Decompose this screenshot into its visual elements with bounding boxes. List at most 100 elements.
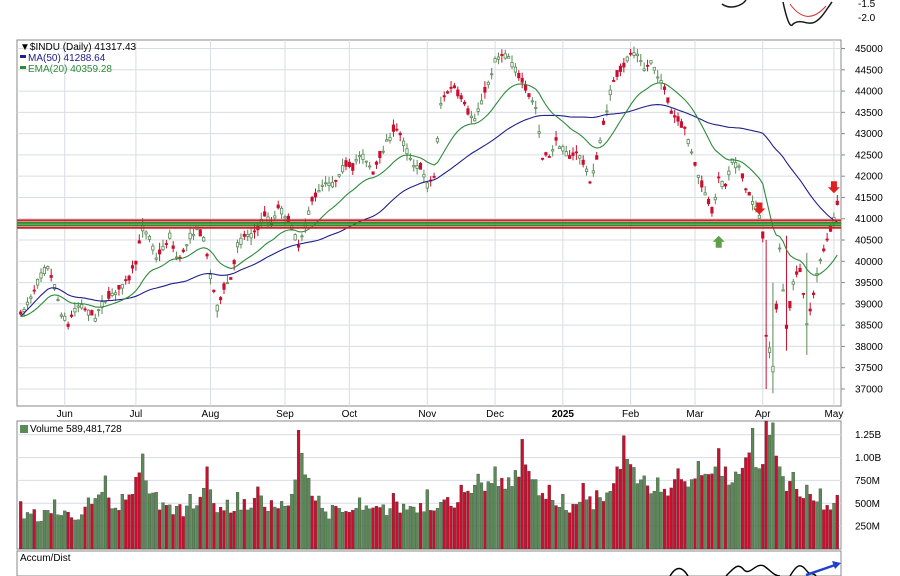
candle-body xyxy=(503,53,507,59)
candle-body xyxy=(36,278,40,286)
volume-bar xyxy=(781,476,785,550)
candle-body xyxy=(747,191,751,196)
volume-bar xyxy=(29,513,33,550)
volume-bar xyxy=(747,452,751,550)
volume-bar xyxy=(364,505,368,550)
candle-body xyxy=(717,176,721,179)
volume-bar xyxy=(815,501,819,550)
price-x-tick: May xyxy=(824,409,843,420)
candle-body xyxy=(510,62,514,68)
candle-body xyxy=(412,165,416,168)
candle-body xyxy=(629,52,633,55)
volume-bar xyxy=(22,518,26,550)
volume-bar xyxy=(629,464,633,550)
candle-body xyxy=(341,165,345,173)
candle-body xyxy=(473,118,477,122)
volume-bar xyxy=(49,513,53,550)
symbol-icon: ▼ xyxy=(20,42,30,53)
candle-body xyxy=(734,162,738,169)
candle-body xyxy=(351,163,355,171)
volume-bar xyxy=(415,512,419,550)
candle-body xyxy=(432,175,436,178)
candle-body xyxy=(788,300,792,309)
volume-bar xyxy=(734,471,738,550)
volume-bar xyxy=(595,490,599,550)
volume-bar xyxy=(500,477,504,550)
price-y-tick: 40500 xyxy=(855,236,883,247)
price-y-tick: 39500 xyxy=(855,278,883,289)
volume-bar xyxy=(273,506,277,550)
price-y-tick: 44500 xyxy=(855,65,883,76)
volume-bar xyxy=(56,514,60,550)
candle-body xyxy=(642,68,646,71)
volume-bar xyxy=(151,492,155,550)
volume-bar xyxy=(713,466,717,550)
candle-body xyxy=(656,76,660,79)
volume-bar xyxy=(296,429,301,550)
candle-body xyxy=(174,256,179,259)
volume-bar xyxy=(32,509,36,550)
candle-body xyxy=(791,281,795,285)
price-x-tick: Oct xyxy=(342,409,358,420)
candle-body xyxy=(354,159,358,162)
volume-title: Volume 589,481,728 xyxy=(30,424,122,435)
candle-body xyxy=(249,233,253,239)
volume-bar xyxy=(805,484,809,550)
volume-bar xyxy=(351,509,355,550)
volume-bar xyxy=(283,505,287,550)
volume-bar xyxy=(551,500,555,550)
candle-body xyxy=(374,161,379,165)
candle-body xyxy=(666,97,670,103)
candle-body xyxy=(59,314,63,317)
candle-body xyxy=(822,248,826,252)
volume-bar xyxy=(25,512,30,550)
volume-y-tick: 750M xyxy=(855,476,880,487)
price-y-tick: 38000 xyxy=(855,342,883,353)
top-indicator-panel: -1.5 -2.0 xyxy=(17,0,876,40)
volume-bar xyxy=(107,497,111,550)
volume-bar xyxy=(429,510,433,550)
price-y-tick: 44000 xyxy=(855,87,883,98)
volume-bar xyxy=(496,486,501,550)
volume-bar xyxy=(347,512,351,550)
volume-bar xyxy=(330,505,335,550)
candlestick-series xyxy=(19,46,839,394)
price-x-tick: Dec xyxy=(486,409,504,420)
volume-bar xyxy=(459,484,463,550)
candle-body xyxy=(46,266,50,270)
candle-body xyxy=(418,162,423,170)
sell-arrow-icon xyxy=(827,181,840,194)
volume-bar xyxy=(449,505,453,550)
volume-bar xyxy=(327,518,331,550)
candle-body xyxy=(22,308,26,313)
sell-arrow-icon xyxy=(753,202,766,215)
candle-body xyxy=(137,240,141,244)
volume-bar xyxy=(591,509,595,550)
volume-bar xyxy=(446,497,450,550)
candle-body xyxy=(527,93,531,97)
candle-body xyxy=(69,314,74,317)
candle-body xyxy=(107,290,111,299)
candle-body xyxy=(507,56,511,59)
volume-bar xyxy=(242,499,246,550)
price-x-tick: Aug xyxy=(202,409,220,420)
volume-bar xyxy=(693,478,697,550)
candle-body xyxy=(381,150,385,153)
volume-bar xyxy=(527,471,531,550)
volume-bar xyxy=(113,507,118,550)
candle-body xyxy=(113,292,118,296)
volume-bar xyxy=(757,468,761,550)
candle-body xyxy=(334,179,338,182)
price-x-tick: Jul xyxy=(130,409,143,420)
candle-body xyxy=(229,277,233,280)
candle-body xyxy=(32,289,36,292)
volume-bar xyxy=(608,491,612,550)
volume-bar xyxy=(90,503,94,550)
candle-body xyxy=(595,155,599,160)
volume-bar xyxy=(368,508,372,550)
volume-bar xyxy=(239,509,243,550)
candle-body xyxy=(337,174,341,177)
volume-bar xyxy=(154,492,158,550)
volume-bar xyxy=(144,480,148,550)
candle-body xyxy=(134,260,138,265)
